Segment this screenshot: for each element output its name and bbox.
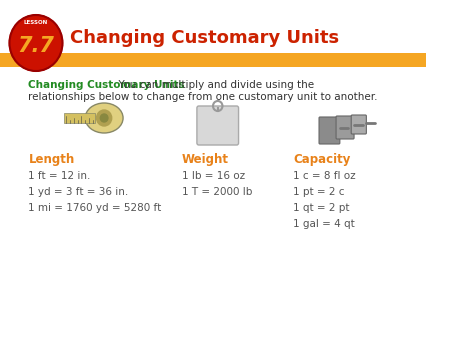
Circle shape	[9, 15, 63, 71]
Text: Changing Customary Units: Changing Customary Units	[70, 29, 339, 47]
Text: 1 pt = 2 c: 1 pt = 2 c	[293, 187, 345, 197]
Bar	[0, 53, 426, 67]
Text: Capacity: Capacity	[293, 153, 351, 166]
Text: You can multiply and divide using the: You can multiply and divide using the	[112, 80, 314, 90]
Text: 1 T = 2000 lb: 1 T = 2000 lb	[182, 187, 252, 197]
Text: 7.7: 7.7	[18, 36, 54, 56]
Text: 1 c = 8 fl oz: 1 c = 8 fl oz	[293, 171, 356, 181]
Text: 1 ft = 12 in.: 1 ft = 12 in.	[28, 171, 91, 181]
Text: Length: Length	[28, 153, 75, 166]
FancyBboxPatch shape	[197, 106, 238, 145]
FancyBboxPatch shape	[64, 113, 94, 123]
Text: 1 mi = 1760 yd = 5280 ft: 1 mi = 1760 yd = 5280 ft	[28, 203, 162, 213]
FancyBboxPatch shape	[319, 117, 340, 144]
Text: 1 gal = 4 qt: 1 gal = 4 qt	[293, 219, 355, 229]
Text: LESSON: LESSON	[24, 20, 48, 24]
Bar	[0, 0, 426, 53]
Text: Changing Customary Units: Changing Customary Units	[28, 80, 185, 90]
Text: relationships below to change from one customary unit to another.: relationships below to change from one c…	[28, 92, 378, 102]
Text: 1 yd = 3 ft = 36 in.: 1 yd = 3 ft = 36 in.	[28, 187, 129, 197]
Circle shape	[100, 114, 108, 122]
FancyBboxPatch shape	[351, 115, 366, 134]
Text: Weight: Weight	[182, 153, 229, 166]
Ellipse shape	[85, 103, 123, 133]
Text: 1 lb = 16 oz: 1 lb = 16 oz	[182, 171, 245, 181]
Circle shape	[97, 110, 112, 126]
Text: 1 qt = 2 pt: 1 qt = 2 pt	[293, 203, 350, 213]
FancyBboxPatch shape	[336, 116, 354, 139]
